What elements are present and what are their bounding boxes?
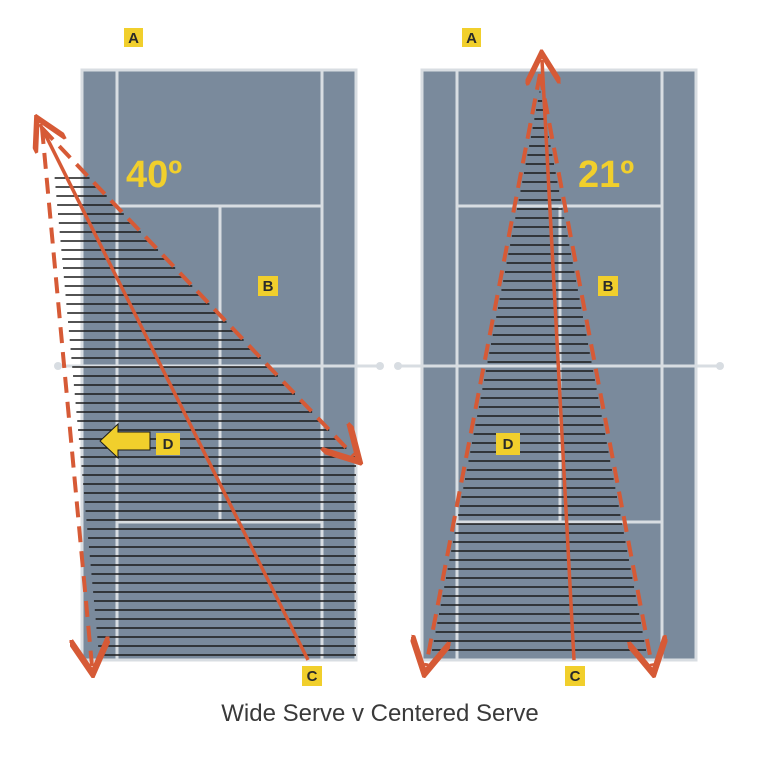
left-angle-label: 40º <box>126 154 182 196</box>
right-tag-d: D <box>496 433 520 455</box>
figure-caption: Wide Serve v Centered Serve <box>221 700 539 727</box>
svg-text:D: D <box>163 436 174 453</box>
left-net-post-right <box>376 362 384 370</box>
right-tag-b: B <box>598 276 618 296</box>
svg-text:C: C <box>307 668 318 685</box>
right-net-post-left <box>394 362 402 370</box>
left-serve-line <box>40 124 310 661</box>
right-dashed-right-boundary <box>538 73 652 666</box>
yellow-left-arrow-icon <box>99 422 151 460</box>
right-angle-label: 21º <box>578 154 634 196</box>
wide-serve-panel: 40º A B D C <box>40 28 384 686</box>
svg-text:A: A <box>128 30 139 47</box>
right-serve-line <box>542 60 576 661</box>
svg-text:B: B <box>603 278 614 295</box>
svg-text:A: A <box>466 30 477 47</box>
right-hatch-region <box>432 91 646 651</box>
svg-text:C: C <box>570 668 581 685</box>
right-net-post-right <box>716 362 724 370</box>
right-tag-a: A <box>462 28 481 47</box>
left-net-post-left <box>54 362 62 370</box>
left-tag-c: C <box>302 666 322 686</box>
right-tag-c: C <box>565 666 585 686</box>
left-tag-d: D <box>156 433 180 455</box>
svg-text:B: B <box>263 278 274 295</box>
left-tag-b: B <box>258 276 278 296</box>
left-dashed-upper-boundary <box>40 126 354 456</box>
left-dashed-lower-boundary <box>40 127 92 666</box>
centered-serve-panel: 21º A B D C <box>394 28 724 686</box>
left-tag-a: A <box>124 28 143 47</box>
svg-text:D: D <box>503 436 514 453</box>
right-dashed-left-boundary <box>426 73 542 666</box>
